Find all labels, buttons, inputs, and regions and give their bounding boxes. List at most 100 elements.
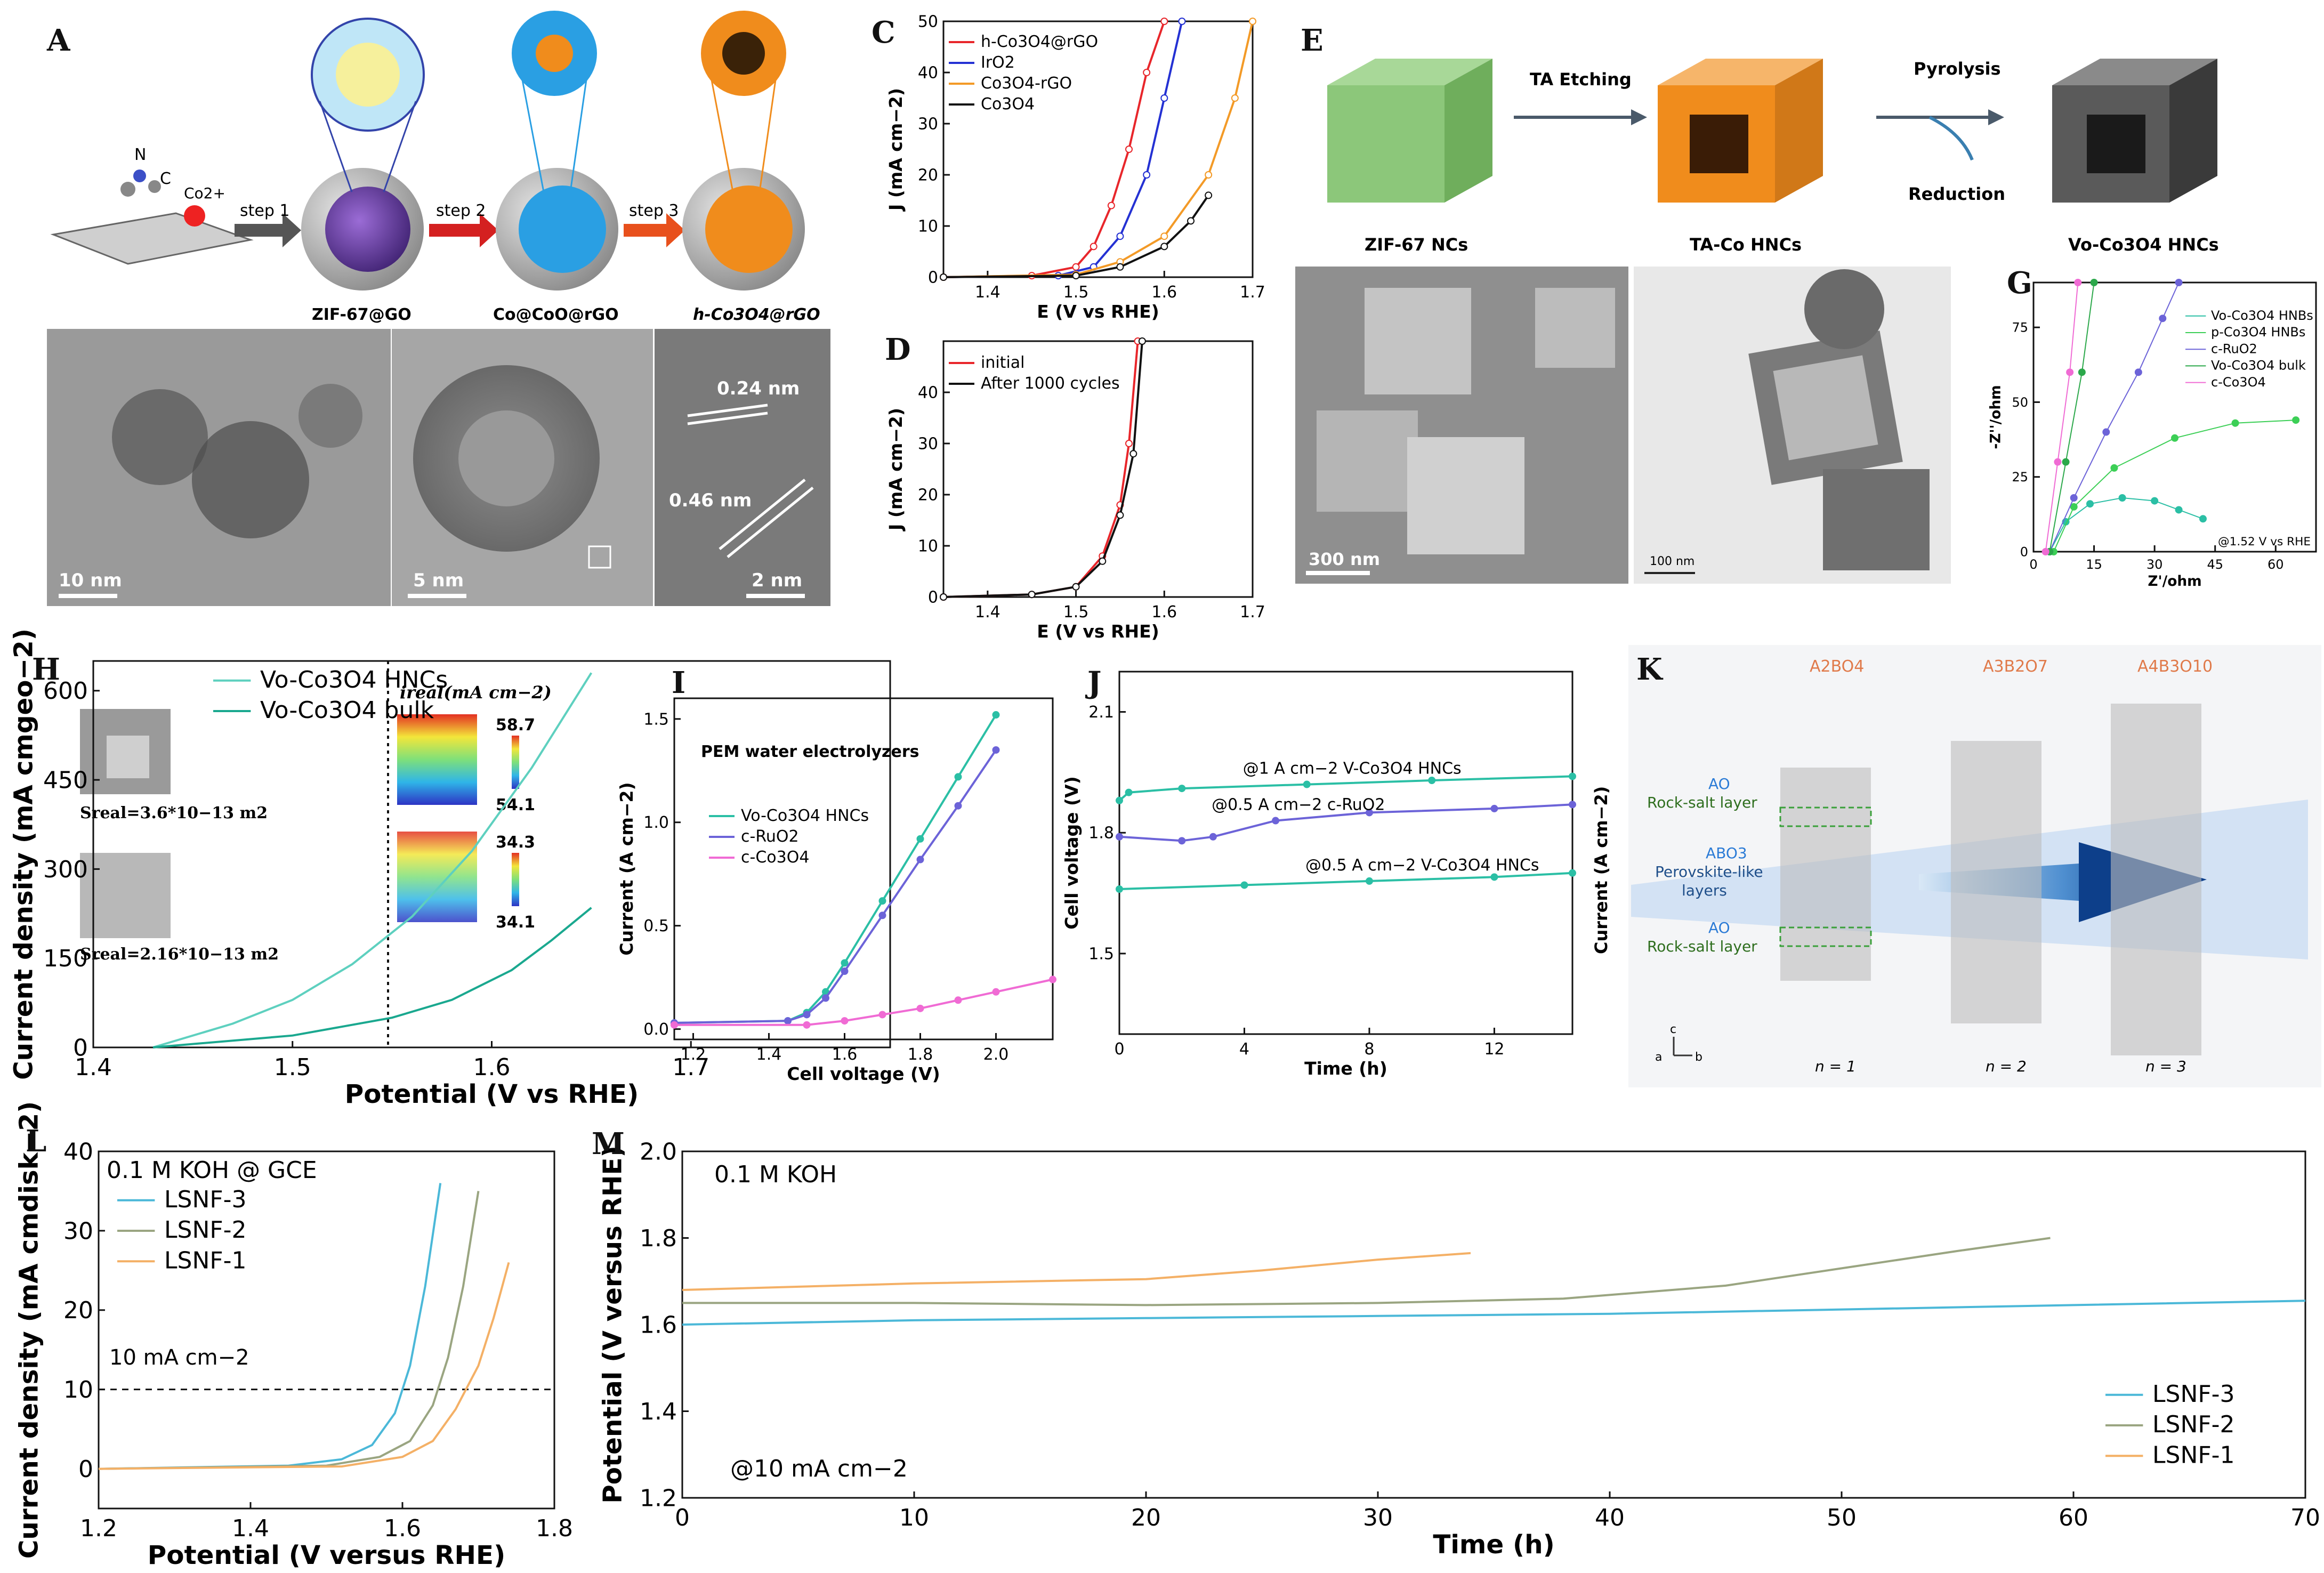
data-point bbox=[1160, 243, 1168, 251]
y-tick-label: 0 bbox=[2020, 544, 2028, 559]
vo-cube-top bbox=[2052, 59, 2217, 85]
cb2-max: 34.3 bbox=[496, 833, 535, 852]
cb1-min: 54.1 bbox=[496, 796, 535, 814]
x-tick-label: 30 bbox=[1363, 1504, 1393, 1531]
arrow-head bbox=[1631, 109, 1647, 125]
y-tick-label: 30 bbox=[63, 1217, 93, 1245]
data-point bbox=[1072, 272, 1080, 280]
chart-i: 1.2 1.4 1.6 1.8 2.0 0.0 0.5 1.0 1.5 Cell voltage … bbox=[616, 665, 1056, 1084]
x-axis-label: Z'/ohm bbox=[2148, 573, 2201, 590]
cobalt-ion-label: Co2+ bbox=[184, 184, 225, 202]
data-point bbox=[2171, 434, 2178, 442]
series-line bbox=[943, 21, 1166, 278]
data-point bbox=[1205, 171, 1213, 179]
legend-label: initial bbox=[981, 353, 1025, 372]
x-tick-label: 0 bbox=[675, 1504, 690, 1531]
legend-label: After 1000 cycles bbox=[981, 374, 1120, 393]
x-tick-label: 1.4 bbox=[75, 1054, 112, 1081]
panel-b: B 0.24 nm 0.46 nm 10 nm 5 nm 2 nm bbox=[47, 329, 830, 606]
x-axis-label: E (V vs RHE) bbox=[1037, 621, 1159, 642]
y-tick-label: 0 bbox=[73, 1034, 88, 1061]
bulk-current-map bbox=[397, 832, 477, 922]
vo-hnc-label: Vo-Co3O4 HNCs bbox=[2068, 235, 2219, 255]
sem-scale-label: 300 nm bbox=[1309, 549, 1380, 569]
data-point bbox=[841, 1017, 849, 1025]
y-tick-label: 1.8 bbox=[640, 1225, 677, 1252]
zoom-line bbox=[711, 79, 734, 192]
data-point bbox=[1205, 191, 1213, 199]
x-tick-label: 1.4 bbox=[975, 283, 1000, 302]
data-point bbox=[916, 1004, 924, 1012]
perovskite-label: Perovskite-like bbox=[1655, 863, 1763, 881]
x-tick-label: 1.6 bbox=[473, 1054, 511, 1081]
data-point bbox=[2151, 497, 2159, 505]
x-tick-label: 10 bbox=[899, 1504, 929, 1531]
x-tick-label: 1.4 bbox=[975, 603, 1000, 622]
molecule-carbon bbox=[148, 180, 161, 193]
step-1-arrow bbox=[235, 213, 301, 247]
x-tick-label: 40 bbox=[1595, 1504, 1625, 1531]
data-point bbox=[671, 1021, 678, 1029]
atom-c-label: C bbox=[160, 170, 171, 188]
y-tick-label: 1.4 bbox=[640, 1398, 677, 1425]
x-axis-label: E (V vs RHE) bbox=[1037, 301, 1159, 322]
layers-label: layers bbox=[1682, 882, 1727, 899]
data-point bbox=[1028, 591, 1036, 599]
data-point bbox=[2066, 368, 2074, 376]
y-tick-label: 30 bbox=[918, 435, 938, 454]
plot-frame bbox=[681, 1150, 2306, 1499]
data-point bbox=[992, 746, 1000, 754]
ta-cube-top bbox=[1658, 59, 1823, 85]
x-tick-label: 1.5 bbox=[1063, 283, 1089, 302]
reduction-label: Reduction bbox=[1908, 184, 2005, 204]
data-point bbox=[1129, 450, 1137, 458]
ao-top: AO bbox=[1708, 775, 1730, 793]
data-point bbox=[803, 1021, 811, 1029]
x-tick-label: 1.6 bbox=[832, 1045, 858, 1064]
data-point bbox=[1099, 557, 1107, 565]
step-1-label: step 1 bbox=[240, 201, 290, 220]
data-point bbox=[1209, 833, 1217, 841]
cb2-min: 34.1 bbox=[496, 913, 535, 932]
data-point bbox=[1365, 877, 1373, 885]
n3-structure bbox=[2111, 704, 2201, 1055]
x-tick-label: 1.4 bbox=[756, 1045, 782, 1064]
y-tick-label: 0 bbox=[928, 269, 938, 287]
lattice-line bbox=[687, 404, 768, 417]
y-axis-label: Current density (mA cmdisk−2) bbox=[14, 1101, 44, 1559]
m-note-2: @10 mA cm−2 bbox=[730, 1455, 908, 1482]
reduction-arrow bbox=[1928, 116, 1974, 161]
zif-cube-top bbox=[1327, 59, 1492, 85]
data-point bbox=[1049, 975, 1056, 983]
y-tick-label: 40 bbox=[63, 1138, 93, 1165]
pem-title: PEM water electrolyzers bbox=[701, 743, 919, 761]
data-point bbox=[954, 773, 962, 781]
y-tick-label: 40 bbox=[918, 64, 938, 83]
step-3-arrow bbox=[624, 213, 685, 247]
panel-letter: L bbox=[26, 1124, 46, 1159]
x-tick-label: 0 bbox=[2029, 557, 2037, 572]
tem-particle bbox=[192, 421, 309, 538]
panel-e-letter: E bbox=[1301, 23, 1324, 58]
y-tick-label: 40 bbox=[918, 384, 938, 402]
series-line bbox=[98, 1262, 510, 1470]
data-point bbox=[878, 897, 886, 905]
data-point bbox=[1178, 18, 1186, 25]
scalebar-label-1: 10 nm bbox=[59, 570, 122, 591]
y-tick-label: 450 bbox=[43, 767, 88, 794]
zif-cube-side bbox=[1445, 59, 1492, 203]
data-point bbox=[2159, 314, 2167, 322]
series-line bbox=[943, 21, 1183, 278]
data-point bbox=[2110, 464, 2118, 472]
x-tick-label: 1.6 bbox=[384, 1515, 421, 1542]
atom-n-label: N bbox=[134, 146, 146, 164]
series-line bbox=[152, 672, 593, 1048]
x-tick-label: 1.8 bbox=[536, 1515, 573, 1542]
y-tick-label: 50 bbox=[918, 13, 938, 31]
i-real-label: ireal(mA cm−2) bbox=[400, 682, 552, 703]
series-line bbox=[2045, 282, 2079, 552]
step-2-label: step 2 bbox=[436, 201, 486, 220]
chart-d: 1.4 1.5 1.6 1.7 0 10 20 30 40 E (V vs RHE) J (mA c… bbox=[885, 332, 1265, 642]
data-point bbox=[954, 802, 962, 810]
